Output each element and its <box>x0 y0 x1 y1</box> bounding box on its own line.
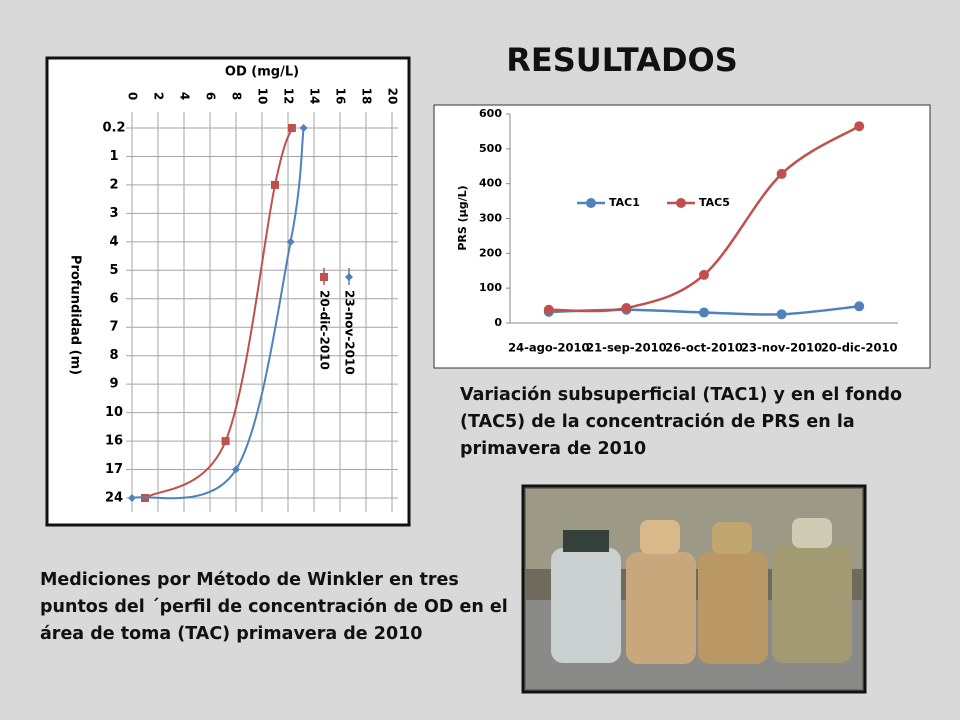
x-tick-label: 6 <box>204 92 218 100</box>
marker <box>128 494 136 502</box>
x-tick-label: 12 <box>282 88 296 105</box>
y-tick-label: 200 <box>479 246 502 259</box>
chart-frame <box>45 56 411 527</box>
y-axis-title: Profundidad (m) <box>68 255 83 375</box>
marker <box>232 465 240 474</box>
x-tick-label: 18 <box>360 88 374 105</box>
x-tick-label: 20-dic-2010 <box>821 341 898 355</box>
legend-marker <box>676 198 686 208</box>
x-tick-label: 14 <box>308 88 322 105</box>
y-tick-label: 2 <box>109 177 118 192</box>
marker <box>776 309 787 320</box>
x-axis-title: OD (mg/L) <box>225 65 299 80</box>
caption: Variación subsuperficial (TAC1) y en el … <box>460 385 903 459</box>
marker <box>621 303 632 314</box>
slide-title: RESULTADOS <box>506 41 738 79</box>
marker <box>345 273 353 281</box>
series-line <box>144 127 293 499</box>
y-tick-label: 400 <box>479 177 502 190</box>
x-tick-label: 8 <box>230 92 244 100</box>
x-tick-label: 2 <box>152 92 166 100</box>
y-tick-label: 6 <box>109 291 118 306</box>
y-tick-label: 5 <box>109 263 118 278</box>
y-tick-label: 100 <box>479 281 502 294</box>
x-tick-label: 26-oct-2010 <box>665 341 743 355</box>
photo <box>521 484 867 694</box>
y-tick-label: 300 <box>479 212 502 225</box>
x-tick-label: 16 <box>334 88 348 105</box>
y-axis-title: PRS (µg/L) <box>456 185 469 250</box>
marker <box>699 269 709 280</box>
marker <box>299 124 308 132</box>
marker <box>286 237 295 246</box>
series-line <box>131 127 305 500</box>
y-tick-label: 600 <box>479 107 502 120</box>
y-tick-label: 7 <box>109 320 118 335</box>
marker <box>854 301 865 312</box>
marker <box>699 307 709 318</box>
y-tick-label: 9 <box>109 377 118 392</box>
x-tick-label: 24-ago-2010 <box>508 341 589 355</box>
marker <box>271 180 279 189</box>
x-tick-label: 23-nov-2010 <box>741 341 822 355</box>
y-tick-label: 1 <box>109 149 118 164</box>
y-tick-label: 24 <box>105 491 123 506</box>
y-tick-label: 8 <box>109 348 118 363</box>
marker <box>854 121 865 132</box>
y-tick-label: 500 <box>479 142 502 155</box>
marker <box>776 168 787 179</box>
chart-frame <box>433 104 931 369</box>
marker <box>287 124 296 132</box>
legend-marker <box>586 198 596 208</box>
legend-label: TAC1 <box>609 196 640 209</box>
x-tick-label: 21-sep-2010 <box>586 341 666 355</box>
y-tick-label: 3 <box>109 206 118 221</box>
marker <box>543 304 554 315</box>
y-tick-label: 16 <box>105 434 123 449</box>
x-tick-label: 4 <box>178 92 192 100</box>
marker <box>320 273 328 281</box>
y-tick-label: 10 <box>105 405 123 420</box>
caption: Mediciones por Método de Winkler en tres… <box>40 570 508 644</box>
y-tick-label: 0 <box>494 316 502 329</box>
y-tick-label: 4 <box>109 234 118 249</box>
x-tick-label: 20 <box>386 88 400 105</box>
legend-label: TAC5 <box>699 196 730 209</box>
x-tick-label: 0 <box>126 92 140 100</box>
legend-label: 23-nov-2010 <box>343 290 357 375</box>
y-tick-label: 17 <box>105 462 123 477</box>
x-tick-label: 10 <box>256 88 270 105</box>
y-tick-label: 0.2 <box>102 121 125 136</box>
marker <box>221 437 230 446</box>
legend-label: 20-dic-2010 <box>318 290 332 370</box>
